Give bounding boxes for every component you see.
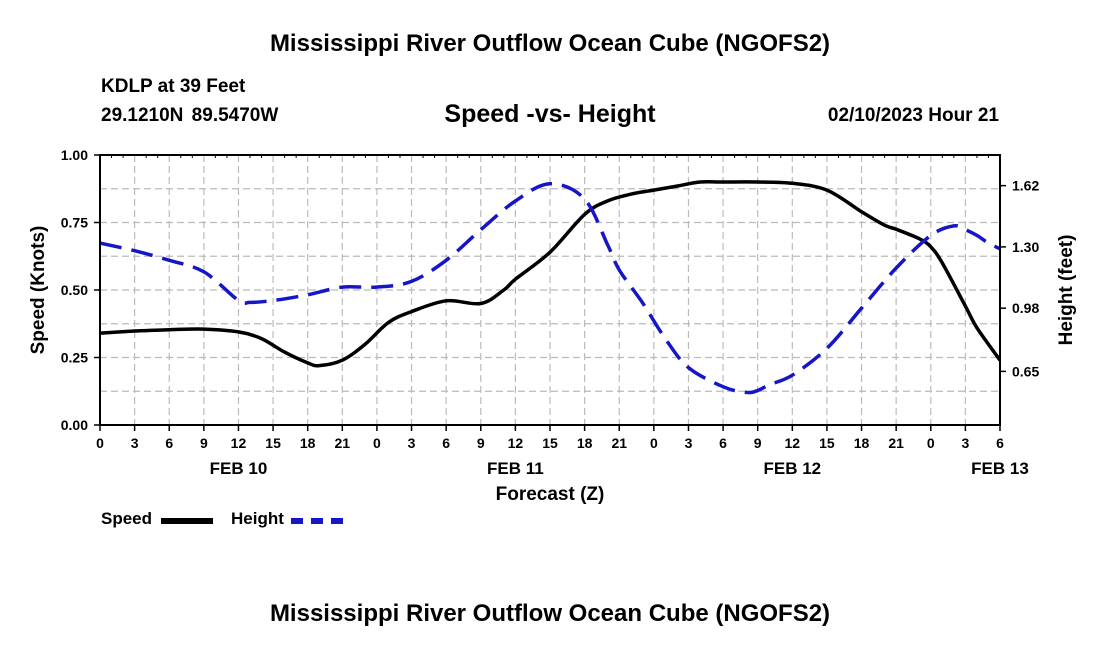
x-axis-label: Forecast (Z) [496,484,605,505]
x-tick-label: 0 [927,435,935,451]
legend-height-swatch [291,518,343,524]
x-tick-label: 12 [785,435,801,451]
x-tick-label: 0 [373,435,381,451]
height-series-line [100,181,1000,395]
x-tick-label: 3 [961,435,969,451]
x-tick-label: 18 [854,435,870,451]
x-tick-label: 6 [719,435,727,451]
grid-layer [100,155,1000,425]
x-tick-label: 0 [650,435,658,451]
x-tick-label: 21 [611,435,627,451]
legend-speed-label: Speed [101,509,153,528]
y2-tick-label: 1.62 [1012,178,1039,194]
station-label: KDLP at 39 Feet [101,76,246,97]
x-tick-label: 21 [888,435,904,451]
y-axis-label: Speed (Knots) [28,226,49,355]
date-label: FEB 11 [487,459,544,478]
x-tick-label: 21 [335,435,351,451]
x-tick-label: 6 [996,435,1004,451]
y-tick-label: 0.25 [61,350,88,366]
x-tick-label: 6 [165,435,173,451]
chart-main-title: Mississippi River Outflow Ocean Cube (NG… [269,30,831,57]
station-coordinates: 29.1210N 89.5470W [101,105,279,126]
x-tick-label: 3 [685,435,693,451]
date-label: FEB 12 [763,459,821,478]
y-tick-label: 0.75 [61,215,88,231]
chart-subtitle: Speed -vs- Height [444,100,656,128]
x-tick-label: 6 [442,435,450,451]
x-tick-label: 3 [131,435,139,451]
repeated-chart-title: Mississippi River Outflow Ocean Cube (NG… [269,600,831,627]
series-layer [100,179,1000,395]
legend-speed-swatch [161,518,213,524]
forecast-datetime: 02/10/2023 Hour 21 [827,105,999,126]
y-tick-label: 1.00 [61,147,88,163]
axes-layer [94,154,1006,431]
labels-layer: Speed (Knots) Height (feet) Forecast (Z)… [28,147,1077,505]
x-tick-label: 3 [408,435,416,451]
x-tick-label: 9 [754,435,762,451]
x-tick-label: 15 [265,435,281,451]
x-tick-label: 12 [231,435,247,451]
x-tick-label: 15 [542,435,558,451]
x-tick-label: 9 [200,435,208,451]
x-tick-label: 9 [477,435,485,451]
y2-tick-label: 0.65 [1012,363,1039,379]
y2-tick-label: 0.98 [1012,300,1039,316]
y2-tick-label: 1.30 [1012,239,1039,255]
speed-height-chart: Speed (Knots) Height (feet) Forecast (Z)… [28,147,1077,505]
date-label: FEB 13 [971,459,1029,478]
date-label: FEB 10 [210,459,268,478]
y2-axis-label: Height (feet) [1056,235,1077,346]
legend-height-label: Height [231,509,284,528]
y-tick-label: 0.50 [61,282,88,298]
x-tick-label: 15 [819,435,835,451]
x-tick-label: 12 [508,435,524,451]
speed-series-line [100,179,1000,368]
x-tick-label: 18 [577,435,593,451]
y-tick-label: 0.00 [61,417,88,433]
x-tick-label: 18 [300,435,316,451]
x-tick-label: 0 [96,435,104,451]
